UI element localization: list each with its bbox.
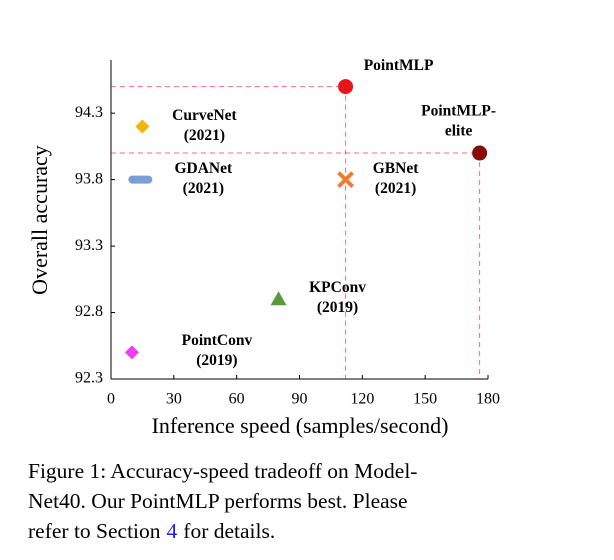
point <box>337 171 354 189</box>
caption: Figure 1: Accuracy-speed tradeoff on Mod… <box>28 456 417 546</box>
point <box>135 119 150 134</box>
point-label: PointConv <box>182 332 253 349</box>
x-tick-label: 0 <box>107 391 115 408</box>
point-label: KPConv <box>309 279 366 296</box>
y-tick-label: 92.3 <box>75 370 103 387</box>
x-tick-label: 60 <box>229 391 245 408</box>
x-axis-title: Inference speed (samples/second) <box>152 413 449 438</box>
point-label: (2021) <box>184 127 225 144</box>
point-label: GBNet <box>373 160 419 177</box>
x-tick-label: 180 <box>476 391 500 408</box>
caption-text: refer to Section <box>28 519 161 543</box>
caption-line: Figure 1: Accuracy-speed tradeoff on Mod… <box>28 459 418 483</box>
point-label: elite <box>445 123 473 140</box>
point <box>472 145 488 161</box>
point-label: (2021) <box>183 180 224 197</box>
caption-line: refer to Section 4 for details. <box>28 516 417 546</box>
section-link[interactable]: 4 <box>166 519 178 543</box>
x-tick-label: 150 <box>413 391 437 408</box>
point-label: GDANet <box>174 160 233 177</box>
point-label: PointMLP- <box>421 103 496 120</box>
point-label: (2019) <box>196 352 237 369</box>
point <box>270 291 287 306</box>
y-tick-label: 93.8 <box>75 170 103 187</box>
point-label: PointMLP <box>364 57 434 74</box>
y-tick-label: 93.3 <box>75 237 103 254</box>
caption-line: Net40. Our PointMLP performs best. Pleas… <box>28 489 408 513</box>
point <box>128 175 153 184</box>
x-tick-label: 120 <box>350 391 374 408</box>
caption-text: for details. <box>183 519 276 543</box>
x-tick-label: 30 <box>166 391 182 408</box>
y-tick-label: 92.8 <box>75 303 103 320</box>
point <box>338 79 354 95</box>
chart: Inference speed (samples/second) Overall… <box>27 57 500 438</box>
point-label: (2019) <box>317 299 358 316</box>
point <box>124 345 139 360</box>
point-label: CurveNet <box>172 107 237 124</box>
y-tick-label: 94.3 <box>75 104 103 121</box>
y-axis-title: Overall accuracy <box>27 145 52 295</box>
x-tick-label: 90 <box>292 391 308 408</box>
point-label: (2021) <box>375 180 416 197</box>
